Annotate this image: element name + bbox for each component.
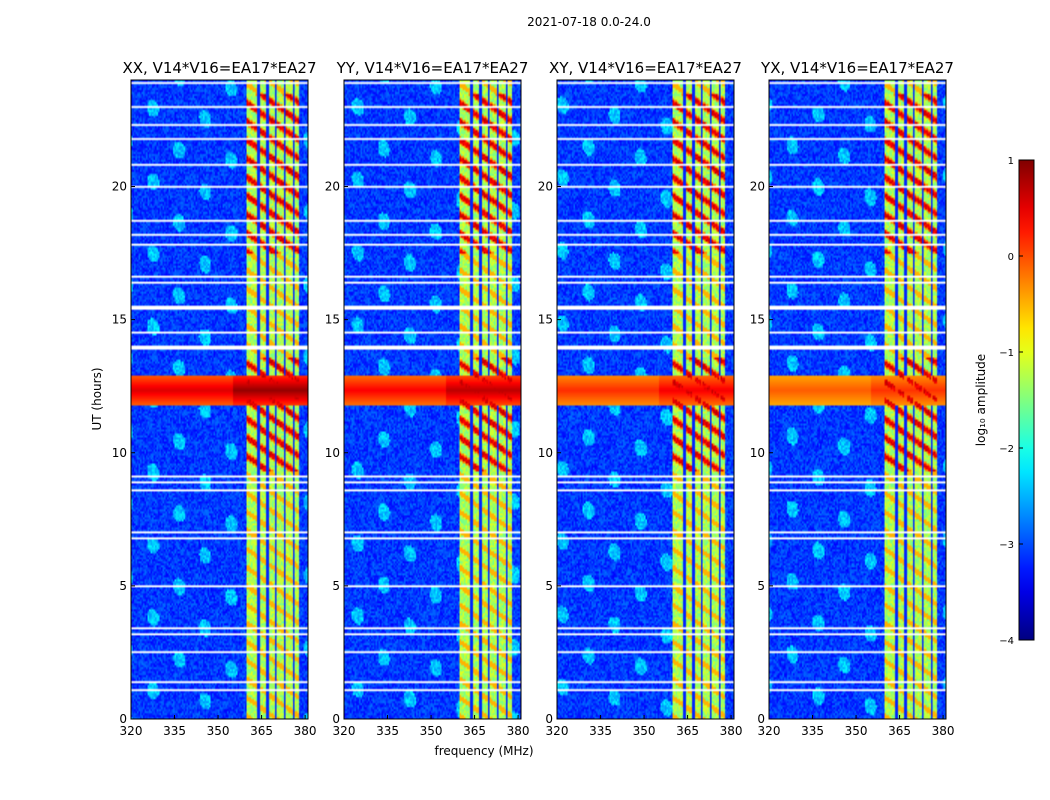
panel-frame <box>130 79 309 720</box>
colorbar-tick-label: −4 <box>999 636 1014 647</box>
y-axis-label: UT (hours) <box>90 367 104 430</box>
y-tick-label: 5 <box>757 579 765 593</box>
y-tick-label: 10 <box>538 446 553 460</box>
panel-frame <box>768 79 947 720</box>
y-tick-label: 10 <box>112 446 127 460</box>
x-tick-label: 335 <box>376 724 399 738</box>
x-axis-label: frequency (MHz) <box>434 744 533 758</box>
y-tick-label: 20 <box>112 180 127 194</box>
heatmap-image <box>131 80 308 719</box>
panel-xx: XX, V14*V16=EA17*EA27 320 335 350 365 380 0 5 10… <box>112 59 317 738</box>
colorbar-tick-label: −1 <box>999 348 1014 359</box>
colorbar-tick-label: −3 <box>999 540 1014 551</box>
y-tick-label: 0 <box>545 712 553 726</box>
panel-title: YY, V14*V16=EA17*EA27 <box>336 59 529 77</box>
x-tick-label: 365 <box>250 724 273 738</box>
colorbar: 1 0 −1 −2 −3 −4 <box>999 156 1035 647</box>
x-tick-label: 335 <box>589 724 612 738</box>
y-tick-label: 0 <box>332 712 340 726</box>
heatmap-image <box>344 80 521 719</box>
y-tick-label: 15 <box>112 313 127 327</box>
x-tick-label: 335 <box>163 724 186 738</box>
x-tick-label: 380 <box>720 724 743 738</box>
panel-frame <box>556 79 735 720</box>
y-tick-label: 15 <box>750 313 765 327</box>
y-tick-label: 10 <box>325 446 340 460</box>
x-tick-label: 335 <box>801 724 824 738</box>
panel-title: XY, V14*V16=EA17*EA27 <box>549 59 742 77</box>
panel-title: XX, V14*V16=EA17*EA27 <box>122 59 316 77</box>
x-tick-label: 380 <box>294 724 317 738</box>
y-tick-label: 20 <box>750 180 765 194</box>
y-tick-label: 0 <box>757 712 765 726</box>
colorbar-tick-label: −2 <box>999 444 1014 455</box>
heatmap-image <box>557 80 734 719</box>
x-tick-label: 380 <box>507 724 530 738</box>
y-tick-label: 15 <box>325 313 340 327</box>
colorbar-label: log₁₀ amplitude <box>974 354 988 446</box>
x-tick-label: 350 <box>420 724 443 738</box>
x-tick-label: 320 <box>333 724 356 738</box>
x-tick-label: 365 <box>463 724 486 738</box>
y-tick-label: 20 <box>325 180 340 194</box>
colorbar-gradient <box>1018 159 1035 641</box>
x-tick-label: 365 <box>676 724 699 738</box>
y-tick-label: 20 <box>538 180 553 194</box>
panel-title: YX, V14*V16=EA17*EA27 <box>760 59 954 77</box>
x-tick-label: 350 <box>207 724 230 738</box>
panel-frame <box>343 79 522 720</box>
x-tick-label: 320 <box>758 724 781 738</box>
panel-xy: XY, V14*V16=EA17*EA27 320 335 350 365 380 0 5 10… <box>538 59 743 738</box>
colorbar-tick-label: 1 <box>1008 156 1014 167</box>
y-tick-label: 15 <box>538 313 553 327</box>
y-tick-label: 5 <box>332 579 340 593</box>
y-tick-label: 10 <box>750 446 765 460</box>
y-tick-label: 5 <box>545 579 553 593</box>
x-tick-label: 380 <box>932 724 955 738</box>
x-tick-label: 320 <box>546 724 569 738</box>
x-tick-label: 365 <box>888 724 911 738</box>
x-tick-label: 350 <box>845 724 868 738</box>
y-tick-label: 5 <box>119 579 127 593</box>
x-tick-label: 350 <box>633 724 656 738</box>
panel-yx: YX, V14*V16=EA17*EA27 320 335 350 365 380 0 5 10… <box>750 59 955 738</box>
figure-suptitle: 2021-07-18 0.0-24.0 <box>527 15 651 29</box>
y-tick-label: 0 <box>119 712 127 726</box>
x-tick-label: 320 <box>120 724 143 738</box>
heatmap-image <box>769 80 946 719</box>
panels-layer: XX, V14*V16=EA17*EA27 320 335 350 365 380 0 5 10… <box>112 59 955 738</box>
colorbar-tick-label: 0 <box>1008 252 1014 263</box>
panel-yy: YY, V14*V16=EA17*EA27 320 335 350 365 380 0 5 10… <box>325 59 530 738</box>
